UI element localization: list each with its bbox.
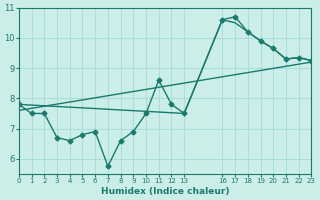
X-axis label: Humidex (Indice chaleur): Humidex (Indice chaleur) (101, 187, 229, 196)
